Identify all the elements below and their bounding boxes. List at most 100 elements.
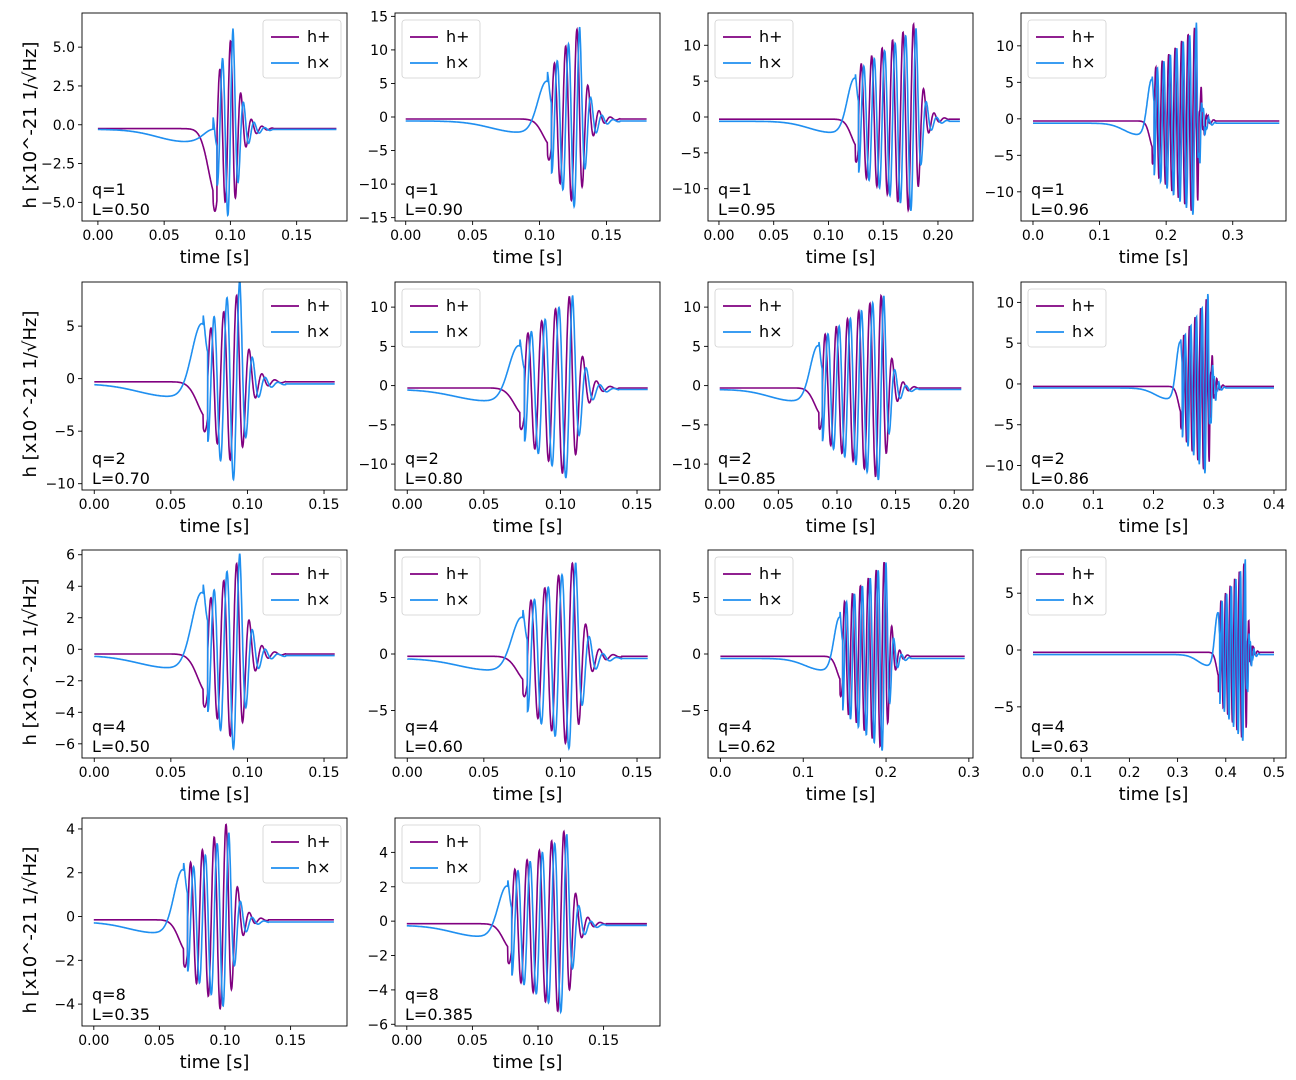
y-tick-label: 0: [66, 372, 75, 388]
L-annotation: L=0.95: [718, 200, 776, 219]
series-h-plus-line: [719, 21, 960, 213]
y-tick-label: 10: [683, 300, 701, 316]
y-tick-label: 5: [379, 76, 388, 92]
x-tick-label: 0.15: [868, 228, 899, 244]
legend-label-plus: h+: [446, 832, 470, 851]
series-h-cross-line: [1033, 22, 1280, 215]
y-tick-label: 0: [1005, 112, 1014, 128]
L-annotation: L=0.60: [405, 737, 463, 756]
legend-label-plus: h+: [1072, 296, 1096, 315]
y-tick-label: −5: [367, 144, 388, 160]
x-tick-label: 0.00: [703, 228, 734, 244]
y-tick-label: 5: [692, 339, 701, 355]
legend-label-cross: h×: [759, 53, 783, 72]
y-axis-label: h [x10^-21 1/√Hz]: [20, 42, 41, 209]
legend: h+ h×: [1027, 19, 1107, 79]
y-tick-label: 5: [1005, 336, 1014, 352]
L-annotation: L=0.96: [1031, 200, 1089, 219]
series-h-cross-line: [1033, 293, 1274, 474]
x-axis-label: time [s]: [180, 516, 250, 537]
legend-label-cross: h×: [307, 858, 331, 877]
x-tick-label: 0.3: [958, 765, 980, 781]
L-annotation: L=0.86: [1031, 469, 1089, 488]
x-tick-label: 0.05: [468, 765, 499, 781]
q-annotation: q=4: [1031, 717, 1065, 736]
q-annotation: q=8: [92, 985, 126, 1004]
series-h-cross-line: [97, 28, 337, 217]
legend-label-plus: h+: [759, 296, 783, 315]
y-tick-label: −5: [54, 424, 75, 440]
subplot-8: 0.00 0.05 0.10 0.15 −6 −4 −2 0 2 4 6 time [s] q=4L=0…: [20, 548, 348, 805]
x-tick-label: 0.4: [1263, 497, 1285, 513]
subplot-7: 0.0 0.1 0.2 0.3 0.4 −10 −5 0 5 10 time [s] q=2L=0.8…: [984, 281, 1287, 537]
legend: h+ h×: [714, 19, 794, 79]
x-tick-label: 0.05: [457, 1033, 488, 1049]
x-tick-label: 0.00: [704, 497, 735, 513]
y-tick-label: 2: [379, 880, 388, 896]
y-tick-label: 0: [379, 379, 388, 395]
subplot-4: 0.00 0.05 0.10 0.15 −10 −5 0 5 time [s] q=2L=0.70…: [20, 281, 348, 537]
legend: h+ h×: [714, 556, 794, 616]
legend-label-plus: h+: [307, 296, 331, 315]
y-tick-label: −2: [367, 949, 388, 965]
y-tick-label: 10: [370, 300, 388, 316]
x-tick-label: 0.05: [457, 228, 488, 244]
L-annotation: L=0.50: [92, 200, 150, 219]
y-tick-label: −5: [993, 148, 1014, 164]
y-tick-label: 0.0: [53, 118, 75, 134]
plot-frame: [1020, 12, 1287, 222]
legend-label-cross: h×: [307, 322, 331, 341]
y-axis-label: h [x10^-21 1/√Hz]: [20, 847, 41, 1014]
x-axis-label: time [s]: [493, 516, 563, 537]
L-annotation: L=0.90: [405, 200, 463, 219]
x-tick-label: 0.3: [1166, 765, 1188, 781]
x-axis-label: time [s]: [1119, 516, 1189, 537]
x-tick-label: 0.05: [155, 497, 186, 513]
y-tick-label: 5: [1005, 586, 1014, 602]
L-annotation: L=0.70: [92, 469, 150, 488]
y-tick-label: −4: [54, 997, 75, 1013]
q-annotation: q=4: [405, 717, 439, 736]
y-tick-label: −10: [671, 457, 701, 473]
L-annotation: L=0.63: [1031, 737, 1089, 756]
legend: h+ h×: [401, 824, 481, 884]
legend: h+ h×: [714, 288, 794, 348]
x-tick-label: 0.1: [792, 765, 814, 781]
plot-frame: [81, 817, 348, 1027]
plot-frame: [81, 549, 348, 759]
x-axis-label: time [s]: [1119, 247, 1189, 268]
series-h-plus-line: [719, 293, 962, 478]
y-axis-label: h [x10^-21 1/√Hz]: [20, 579, 41, 746]
subplot-5: 0.00 0.05 0.10 0.15 −10 −5 0 5 10 time [s] q=2L=0.…: [358, 281, 661, 537]
x-axis-label: time [s]: [180, 1052, 250, 1073]
x-axis-label: time [s]: [806, 247, 876, 268]
x-tick-label: 0.10: [522, 1033, 553, 1049]
y-tick-label: −15: [358, 211, 388, 227]
y-tick-label: 0: [692, 379, 701, 395]
legend-label-cross: h×: [446, 590, 470, 609]
legend: h+ h×: [1027, 556, 1107, 616]
y-tick-label: −5: [680, 146, 701, 162]
legend-label-cross: h×: [446, 322, 470, 341]
series-h-cross-line: [93, 832, 334, 1008]
legend-label-plus: h+: [1072, 27, 1096, 46]
y-tick-label: −2: [54, 674, 75, 690]
x-tick-label: 0.15: [308, 765, 339, 781]
series-h-cross-line: [94, 282, 335, 482]
plot-frame: [81, 281, 348, 491]
y-tick-label: 0: [1005, 643, 1014, 659]
x-axis-label: time [s]: [493, 1052, 563, 1073]
x-tick-label: 0.15: [591, 228, 622, 244]
y-tick-label: 4: [66, 822, 75, 838]
L-annotation: L=0.85: [718, 469, 776, 488]
x-axis-label: time [s]: [493, 784, 563, 805]
x-tick-label: 0.05: [758, 228, 789, 244]
y-tick-label: 5: [66, 319, 75, 335]
series-h-plus-line: [406, 829, 647, 1013]
q-annotation: q=1: [718, 180, 752, 199]
x-tick-label: 0.0: [1022, 228, 1044, 244]
y-tick-label: 4: [66, 579, 75, 595]
x-tick-label: 0.15: [281, 228, 312, 244]
plot-frame: [394, 817, 661, 1027]
y-tick-label: −6: [54, 737, 75, 753]
